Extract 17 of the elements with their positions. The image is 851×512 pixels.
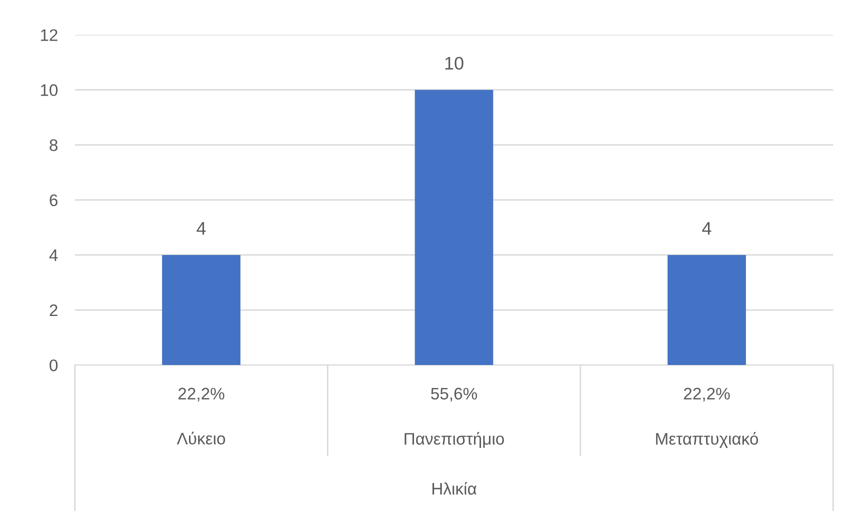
x-tick-label: Μεταπτυχιακό [656, 432, 758, 448]
data-label: 4 [196, 222, 206, 235]
text: 22,2% [684, 388, 730, 402]
x-tick-label: Λύκειο [176, 432, 226, 444]
data-label: 10 [445, 56, 464, 70]
y-tick-label: 8 [50, 139, 58, 152]
y-tick-label: 2 [50, 304, 58, 316]
data-label: 4 [702, 222, 712, 235]
y-tick-label: 4 [49, 250, 58, 262]
x-axis-title: Ηλικία [432, 482, 476, 495]
text: 22,2% [178, 388, 224, 402]
y-tick-label: 10 [40, 84, 58, 96]
y-tick-label: 12 [40, 29, 58, 41]
text: 55,6% [431, 388, 478, 402]
y-tick-label: 0 [50, 359, 58, 372]
y-tick-label: 6 [50, 194, 58, 206]
x-tick-label: Πανεπιστήμιο [404, 432, 504, 448]
